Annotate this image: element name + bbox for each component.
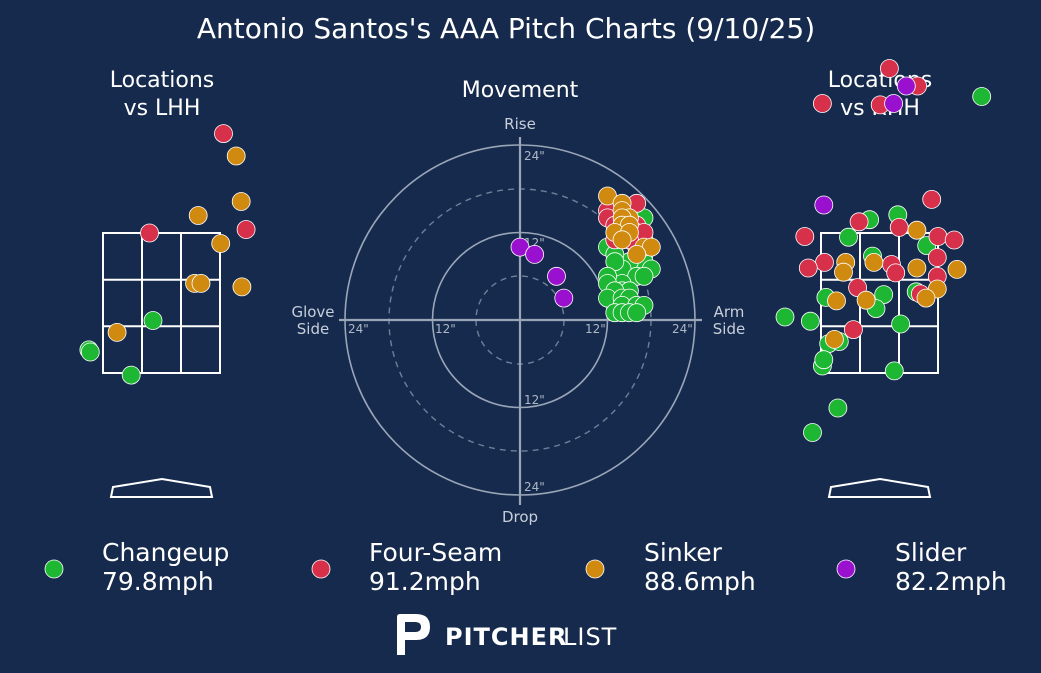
locations-vs-rhh-slider-point-2: [814, 195, 834, 215]
movement-title: Movement: [462, 78, 579, 103]
locations-vs-lhh-sinker-point-5: [191, 273, 211, 293]
locations-vs-rhh-changeup-point-16: [814, 350, 834, 370]
pitcherlist-logo: PITCHER LIST: [397, 614, 617, 655]
locations-vs-rhh-four-seam-point-9: [795, 227, 815, 246]
locations-vs-rhh-changeup-point-18: [828, 398, 848, 418]
movement-slider-point-1: [525, 244, 544, 264]
axis-label-drop: Drop: [502, 508, 538, 526]
locations-vs-rhh-changeup-point-17: [884, 361, 904, 381]
locations-vs-lhh-four-seam-point-0: [214, 124, 233, 144]
legend-marker-sinker: [585, 559, 605, 579]
movement-changeup-point-11: [634, 266, 654, 286]
locations-vs-rhh-four-seam-point-2: [813, 94, 832, 113]
locations-vs-rhh-four-seam-point-12: [927, 248, 947, 267]
locations-vs-rhh-sinker-point-4: [907, 258, 927, 278]
ring-label-top-24: 24": [524, 149, 545, 163]
locations-vs-rhh-four-seam-point-7: [928, 227, 948, 246]
rhh-home-plate: [827, 477, 932, 498]
locations-vs-rhh-four-seam-point-4: [922, 189, 942, 209]
locations-vs-rhh-four-seam-point-0: [880, 59, 899, 78]
locations-vs-rhh-changeup-point-0: [972, 87, 992, 106]
pitcherlist-p-icon: [397, 614, 430, 655]
pitch-points: [79, 59, 992, 442]
ring-label-right-24: 24": [672, 322, 693, 336]
axis-label-glove-1: Glove: [291, 303, 334, 321]
movement-sinker-point-12: [627, 244, 647, 264]
locations-vs-rhh-sinker-point-1: [864, 252, 884, 272]
legend-speed-slider: 82.2mph: [895, 567, 1007, 596]
axis-label-rise: Rise: [504, 115, 536, 133]
locations-vs-lhh-changeup-point-0: [143, 311, 163, 330]
lhh-title-line2: vs LHH: [124, 96, 201, 121]
legend-marker-changeup: [44, 559, 64, 579]
ring-label-bottom-12: 12": [524, 393, 545, 407]
locations-vs-rhh-sinker-point-10: [825, 329, 844, 349]
locations-vs-lhh-four-seam-point-2: [236, 220, 256, 239]
legend-name-sinker: Sinker: [644, 538, 723, 567]
locations-vs-rhh-four-seam-point-6: [889, 217, 909, 237]
locations-vs-rhh-four-seam-point-15: [798, 258, 818, 278]
locations-vs-rhh-sinker-point-8: [834, 262, 853, 282]
lhh-home-plate: [109, 477, 214, 498]
locations-vs-rhh-slider-point-0: [896, 76, 916, 96]
legend: Changeup 79.8mph Four-Seam 91.2mph Sinke…: [44, 538, 1007, 596]
locations-vs-rhh-four-seam-point-18: [844, 320, 863, 340]
ring-label-bottom-24: 24": [524, 480, 545, 494]
locations-vs-lhh-sinker-point-2: [231, 192, 251, 211]
locations-vs-rhh-four-seam-point-13: [886, 263, 906, 283]
locations-vs-rhh-changeup-point-9: [775, 307, 795, 327]
legend-name-four-seam: Four-Seam: [369, 538, 502, 567]
locations-vs-lhh-sinker-point-0: [226, 146, 246, 166]
legend-speed-four-seam: 91.2mph: [369, 567, 481, 596]
locations-vs-rhh-sinker-point-0: [907, 220, 927, 240]
locations-vs-rhh-sinker-point-3: [947, 259, 967, 279]
legend-speed-sinker: 88.6mph: [644, 567, 756, 596]
lhh-title-line1: Locations: [110, 68, 215, 93]
axis-label-arm-2: Side: [713, 320, 745, 338]
locations-vs-lhh-changeup-point-3: [121, 365, 141, 385]
legend-marker-slider: [836, 559, 856, 579]
movement-changeup-point-30: [627, 303, 647, 323]
locations-vs-rhh-sinker-point-9: [827, 291, 846, 311]
locations-vs-rhh-sinker-point-6: [916, 288, 936, 308]
locations-vs-rhh-four-seam-point-5: [849, 212, 869, 232]
movement-sinker-point-9: [612, 230, 632, 250]
axis-label-arm-1: Arm: [714, 303, 745, 321]
legend-name-changeup: Changeup: [102, 538, 229, 567]
chart-title: Antonio Santos's AAA Pitch Charts (9/10/…: [197, 12, 815, 45]
axis-label-glove-2: Side: [297, 320, 329, 338]
locations-vs-lhh-sinker-point-3: [211, 234, 231, 253]
locations-vs-rhh-changeup-point-12: [891, 314, 910, 334]
legend-name-slider: Slider: [895, 538, 967, 567]
ring-label-right-12: 12": [585, 322, 606, 336]
locations-vs-lhh-changeup-point-2: [80, 342, 100, 362]
ring-label-left-24: 24": [348, 322, 369, 336]
ring-label-left-12: 12": [435, 322, 456, 336]
brand-text-bold: PITCHER: [445, 623, 567, 651]
locations-vs-rhh-four-seam-point-8: [944, 230, 964, 250]
locations-vs-rhh-changeup-point-19: [803, 423, 822, 442]
locations-vs-rhh-slider-point-1: [884, 94, 903, 113]
movement-slider-point-3: [554, 288, 574, 308]
legend-marker-four-seam: [311, 559, 331, 579]
locations-vs-rhh-four-seam-point-10: [815, 252, 834, 272]
movement-grid: [339, 137, 702, 505]
locations-vs-lhh-sinker-point-6: [232, 277, 252, 297]
legend-speed-changeup: 79.8mph: [102, 567, 214, 596]
locations-vs-rhh-changeup-point-5: [801, 311, 820, 331]
locations-vs-rhh-sinker-point-7: [856, 290, 876, 310]
locations-vs-lhh-sinker-point-7: [107, 322, 127, 342]
locations-vs-rhh-changeup-point-4: [839, 227, 858, 247]
brand-text-light: LIST: [563, 623, 617, 651]
locations-vs-lhh-sinker-point-1: [188, 206, 208, 225]
locations-vs-lhh-four-seam-point-1: [140, 223, 159, 243]
movement-slider-point-2: [547, 266, 566, 286]
